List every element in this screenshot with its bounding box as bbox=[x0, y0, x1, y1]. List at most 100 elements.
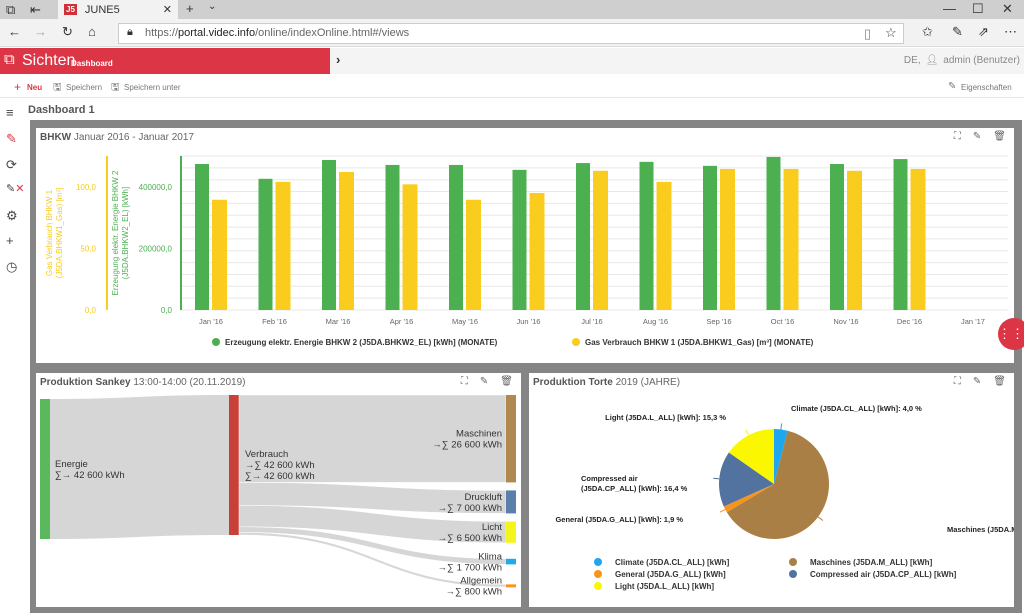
pen-icon[interactable]: ✎ bbox=[952, 24, 963, 39]
home-icon[interactable]: ⌂ bbox=[88, 24, 96, 39]
maximize-icon[interactable]: ☐ bbox=[972, 1, 984, 16]
dashboard-title: Dashboard 1 bbox=[28, 104, 95, 116]
x-tick-label: Jan '17 bbox=[961, 317, 985, 326]
app-header: ⧉ Sichten Dashboard bbox=[0, 48, 330, 74]
star-icon[interactable]: ☆ bbox=[885, 25, 897, 40]
energy-axis-tick: 400000,0 bbox=[139, 183, 173, 192]
minimize-icon[interactable]: — bbox=[943, 1, 956, 16]
tab-actions-icon[interactable]: ⧉ bbox=[6, 2, 16, 17]
add-icon[interactable]: + bbox=[6, 233, 14, 248]
pie-data-label: Compressed air bbox=[581, 474, 638, 483]
energy-axis-label: Erzeugung elektr. Energie BHKW 2 bbox=[111, 170, 120, 296]
share-icon[interactable]: ⇗ bbox=[978, 24, 989, 39]
close-window-icon[interactable]: ✕ bbox=[1002, 1, 1013, 16]
trash-icon[interactable]: 🗑︎ bbox=[993, 131, 1006, 142]
sankey-node-label: Verbrauch bbox=[245, 449, 288, 460]
browser-tab[interactable]: J5 JUNE5 ✕ bbox=[58, 0, 178, 19]
app-header-right: › DE, 👤︎ admin (Benutzer) bbox=[330, 48, 1024, 74]
x-tick-label: Aug '16 bbox=[643, 317, 668, 326]
more-icon[interactable]: ⋯ bbox=[1004, 24, 1017, 39]
x-tick-label: Sep '16 bbox=[706, 317, 731, 326]
bar-energy bbox=[258, 178, 273, 310]
gas-axis-tick: 0,0 bbox=[85, 306, 97, 315]
sankey-node-druckluft bbox=[506, 490, 516, 514]
sankey-node-value: →∑ 26 600 kWh bbox=[432, 440, 502, 451]
bar-energy bbox=[766, 156, 781, 310]
close-tab-icon[interactable]: ✕ bbox=[162, 4, 172, 16]
new-button[interactable]: Neu bbox=[27, 83, 43, 92]
pie-slice bbox=[726, 430, 829, 539]
gas-axis-tick: 100,0 bbox=[76, 183, 97, 192]
sankey-node-licht bbox=[506, 521, 516, 543]
expand-icon[interactable]: ⛶ bbox=[460, 376, 468, 387]
trash-icon[interactable]: 🗑︎ bbox=[500, 376, 513, 387]
bhkw-bar-chart: 0,0 50,0 100,0 0,0 200000,0 400000,0 Gas Verbr… bbox=[45, 155, 1008, 347]
edit-icon[interactable]: ✎ bbox=[972, 376, 982, 387]
edit-icon[interactable]: ✎ bbox=[479, 376, 489, 387]
floating-menu-button[interactable]: ⋮⋮ bbox=[998, 318, 1024, 350]
bar-energy bbox=[195, 164, 209, 310]
settings-icon[interactable]: ⚙ bbox=[6, 208, 18, 223]
url-input[interactable]: 🔒︎ https://portal.videc.info/online/inde… bbox=[118, 23, 904, 44]
save-button[interactable]: Speichern bbox=[66, 83, 103, 92]
pie-panel: Produktion Torte 2019 (JAHRE) ⛶ ✎ 🗑︎ Clima… bbox=[529, 373, 1014, 607]
user-icon: 👤︎ bbox=[925, 55, 939, 66]
back-icon[interactable]: ← bbox=[8, 24, 21, 39]
chevron-right-icon[interactable]: › bbox=[336, 52, 341, 67]
sankey-node-label: Maschinen bbox=[456, 429, 502, 440]
reading-view-icon[interactable]: ▯ bbox=[864, 26, 872, 41]
chevron-down-icon[interactable]: ⌄ bbox=[208, 1, 217, 12]
legend-marker bbox=[594, 558, 602, 566]
bar-energy bbox=[639, 161, 654, 310]
x-tick-label: Jan '16 bbox=[199, 317, 223, 326]
user-menu[interactable]: admin (Benutzer) bbox=[943, 55, 1020, 66]
sankey-link bbox=[238, 482, 507, 514]
save-as-button[interactable]: Speichern unter bbox=[124, 83, 181, 92]
new-tab-icon[interactable]: + bbox=[186, 1, 194, 16]
menu-icon[interactable]: ≡ bbox=[6, 105, 14, 120]
trash-icon[interactable]: 🗑︎ bbox=[993, 376, 1006, 387]
favorites-icon[interactable]: ✩ bbox=[922, 24, 933, 39]
pie-slice bbox=[723, 484, 774, 513]
bar-energy bbox=[385, 164, 400, 310]
expand-icon[interactable]: ⛶ bbox=[953, 376, 961, 387]
save-icon: 🖫 bbox=[53, 82, 62, 93]
browser-tab-bar: ⧉ ⇤ J5 JUNE5 ✕ + ⌄ — ☐ ✕ bbox=[0, 0, 1024, 19]
legend-label: Light (J5DA.L_ALL) [kWh] bbox=[615, 582, 714, 591]
bhkw-title: BHKW Januar 2016 - Januar 2017 bbox=[40, 132, 194, 143]
history-icon[interactable]: ◷ bbox=[6, 259, 18, 274]
refresh-icon[interactable]: ↻ bbox=[62, 24, 73, 39]
properties-button[interactable]: Eigenschaften bbox=[961, 83, 1012, 92]
forward-icon[interactable]: → bbox=[34, 24, 47, 39]
pie-label-connector bbox=[713, 477, 720, 480]
x-tick-label: Nov '16 bbox=[833, 317, 858, 326]
sankey-title: Produktion Sankey 13:00-14:00 (20.11.201… bbox=[40, 377, 246, 388]
sankey-node-energie bbox=[40, 399, 50, 539]
sankey-node-label: Energie bbox=[55, 459, 88, 470]
refresh-view-icon[interactable]: ⟳ bbox=[6, 157, 17, 172]
toolbar: + Neu 🖫 Speichern 🖫 Speichern unter ✎ Ei… bbox=[0, 76, 1024, 98]
expand-icon[interactable]: ⛶ bbox=[953, 131, 961, 142]
legend-label-gas: Gas Verbrauch BHKW 1 (J5DA.BHKW1_Gas) [m… bbox=[585, 338, 814, 347]
legend-marker bbox=[789, 558, 797, 566]
pie-data-label: General (J5DA.G_ALL) [kWh]: 1,9 % bbox=[555, 515, 683, 524]
pie-data-label: Light (J5DA.L_ALL) [kWh]: 15,3 % bbox=[605, 413, 726, 422]
x-tick-label: Oct '16 bbox=[771, 317, 795, 326]
energy-axis-label-2: (J5DA.BHKW2_EL) [kWh] bbox=[121, 187, 130, 279]
bar-energy bbox=[703, 165, 717, 310]
sankey-node-value: ∑→ 42 600 kWh bbox=[55, 470, 125, 481]
legend-label: Climate (J5DA.CL_ALL) [kWh] bbox=[615, 558, 730, 567]
set-tabs-aside-icon[interactable]: ⇤ bbox=[30, 2, 41, 17]
language-selector[interactable]: DE, bbox=[903, 55, 921, 66]
delete-edit-icon[interactable]: ✎✕ bbox=[6, 183, 25, 195]
edit-icon[interactable]: ✎ bbox=[6, 131, 17, 146]
gas-axis-tick: 50,0 bbox=[80, 244, 96, 253]
edit-icon[interactable]: ✎ bbox=[972, 131, 982, 142]
bar-energy bbox=[830, 164, 844, 310]
legend-label: Compressed air (J5DA.CP_ALL) [kWh] bbox=[810, 570, 957, 579]
pie-data-label: Maschines (J5DA.M_ALL) [kWh]: 62,4 % bbox=[947, 525, 1014, 534]
pie-slice bbox=[728, 429, 774, 484]
url-host: portal.videc.info bbox=[178, 27, 256, 39]
bar-gas bbox=[212, 199, 227, 310]
x-tick-label: Dec '16 bbox=[897, 317, 922, 326]
